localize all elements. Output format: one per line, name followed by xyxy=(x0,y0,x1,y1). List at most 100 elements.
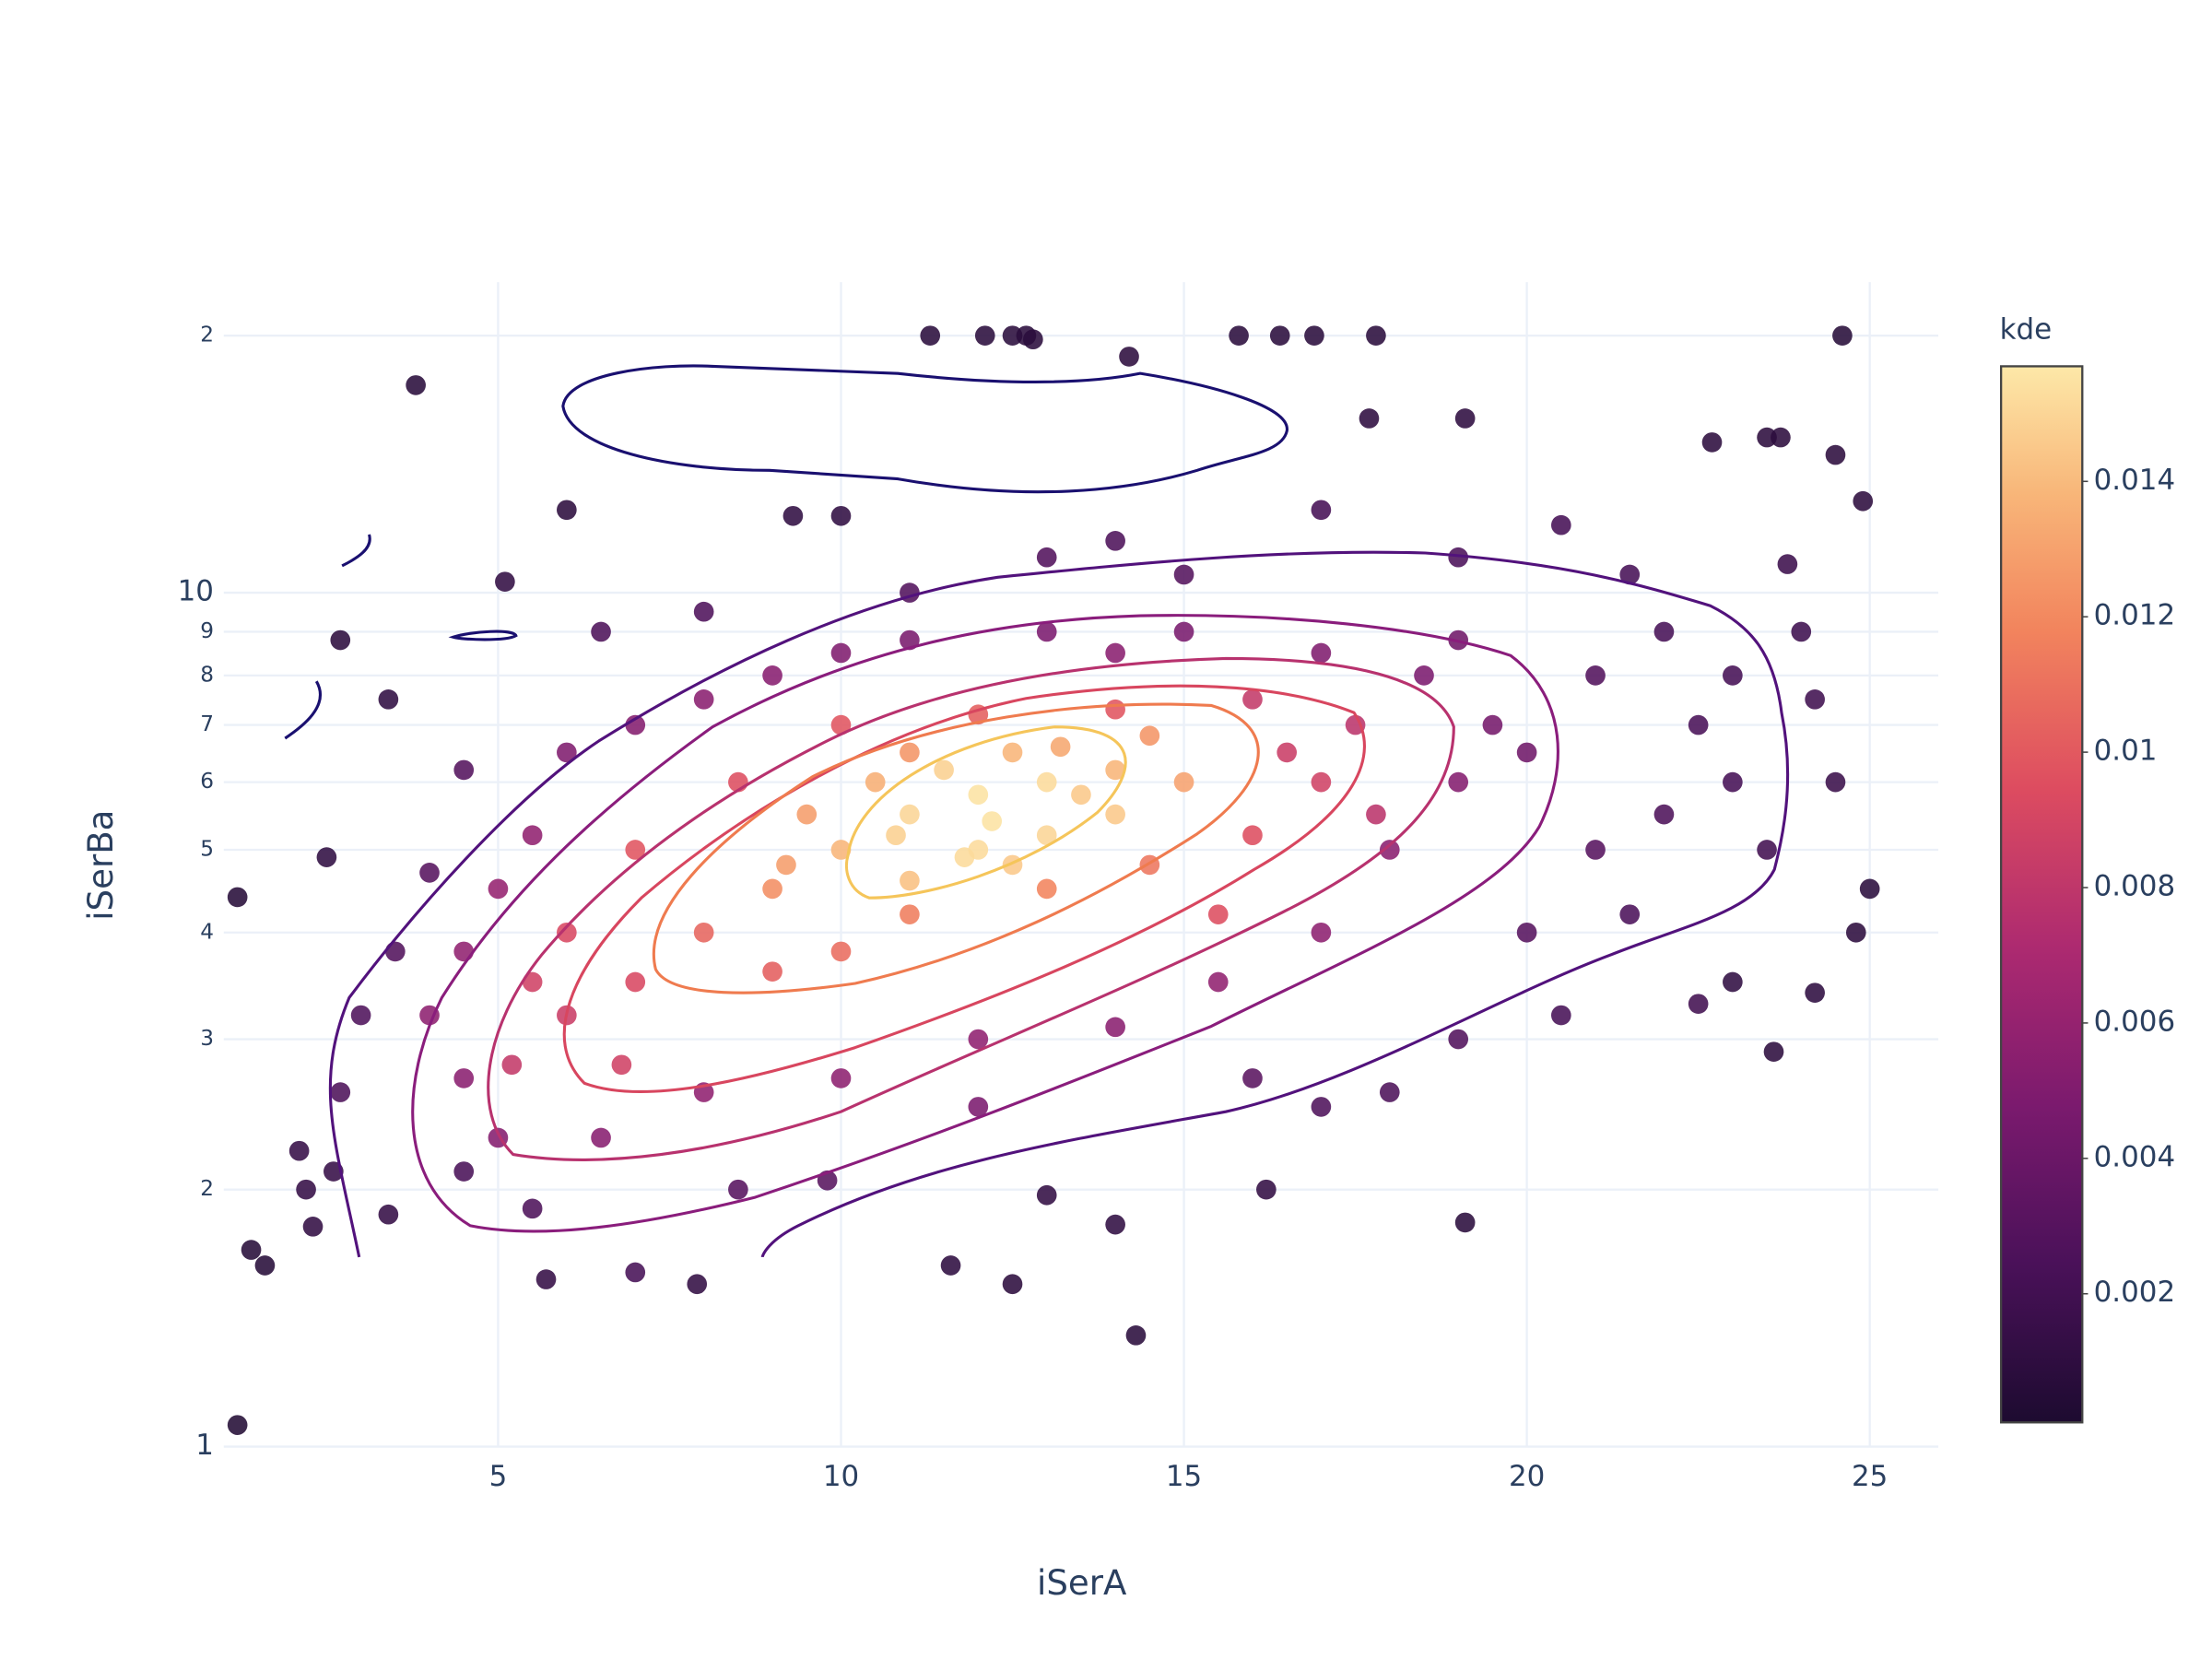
point xyxy=(1207,904,1229,924)
point xyxy=(830,1068,852,1088)
point xyxy=(1256,1179,1277,1200)
point xyxy=(1242,689,1263,710)
point xyxy=(453,1161,475,1182)
point xyxy=(1242,1068,1263,1088)
point xyxy=(762,961,782,982)
point xyxy=(728,1179,748,1200)
point xyxy=(625,1262,646,1283)
point xyxy=(1366,325,1386,346)
point xyxy=(1125,1325,1147,1346)
point xyxy=(1050,736,1071,758)
x-tick-label: 10 xyxy=(823,1460,859,1493)
contour xyxy=(652,702,1260,994)
point xyxy=(934,759,954,781)
point xyxy=(1585,665,1606,686)
point xyxy=(1777,554,1798,574)
point xyxy=(625,971,646,993)
y-tick-label: 7 xyxy=(200,712,214,736)
contour xyxy=(341,534,371,568)
point xyxy=(830,642,852,664)
point xyxy=(796,804,818,825)
colorbar-tick-label: 0.012 xyxy=(2094,599,2175,632)
point xyxy=(1304,325,1324,346)
point xyxy=(940,1255,961,1276)
colorbar-tick-label: 0.002 xyxy=(2094,1276,2175,1309)
point xyxy=(611,1054,632,1076)
contour xyxy=(448,629,518,641)
point xyxy=(1105,804,1125,825)
point xyxy=(1688,714,1709,735)
point xyxy=(776,854,796,876)
point xyxy=(1832,325,1853,346)
point xyxy=(1653,621,1675,642)
point xyxy=(1002,1274,1023,1295)
point xyxy=(1139,725,1160,747)
point xyxy=(1805,689,1825,710)
point xyxy=(488,878,509,900)
grid xyxy=(223,282,1939,1448)
point xyxy=(1105,642,1125,664)
point xyxy=(1859,878,1880,900)
colorbar-tick-label: 0.01 xyxy=(2094,735,2158,768)
point xyxy=(982,811,1003,831)
contour xyxy=(411,614,1559,1233)
point xyxy=(384,941,406,962)
point xyxy=(1105,759,1125,781)
point xyxy=(1311,1097,1332,1117)
y-tick-label: 1 xyxy=(195,1429,214,1462)
point xyxy=(1585,840,1606,860)
point xyxy=(1482,714,1503,735)
point xyxy=(1036,771,1057,793)
point xyxy=(1105,699,1125,720)
y-tick-label: 9 xyxy=(200,618,214,643)
point xyxy=(1036,825,1057,846)
point xyxy=(762,878,782,900)
point xyxy=(296,1179,316,1200)
point xyxy=(1516,742,1537,763)
point xyxy=(1242,825,1263,846)
contour xyxy=(284,680,323,740)
point xyxy=(1619,564,1641,585)
point xyxy=(974,325,995,346)
point xyxy=(1448,771,1469,793)
point xyxy=(1207,971,1229,993)
point xyxy=(557,742,577,763)
point xyxy=(591,621,611,642)
point xyxy=(1379,840,1400,860)
point xyxy=(1825,771,1846,793)
point xyxy=(1791,621,1812,642)
point xyxy=(495,571,515,593)
point xyxy=(1853,490,1874,512)
point xyxy=(1454,1212,1476,1233)
point xyxy=(350,1005,371,1026)
point xyxy=(1345,714,1366,735)
point xyxy=(1414,665,1434,686)
point xyxy=(693,922,714,943)
point xyxy=(227,1415,248,1435)
point xyxy=(1757,427,1777,448)
point xyxy=(241,1240,262,1260)
point xyxy=(1551,1005,1571,1026)
point xyxy=(1036,1184,1057,1206)
point xyxy=(1516,922,1537,943)
y-tick-label: 6 xyxy=(200,769,214,794)
point xyxy=(1311,771,1332,793)
point xyxy=(1653,804,1675,825)
contour xyxy=(562,684,1366,1094)
y-tick-label: 5 xyxy=(200,836,214,861)
point xyxy=(522,1198,543,1219)
contours xyxy=(284,364,1790,1258)
point xyxy=(830,505,852,526)
point xyxy=(316,847,337,867)
colorbar-tick-label: 0.008 xyxy=(2094,870,2175,903)
x-tick-label: 5 xyxy=(489,1460,508,1493)
point xyxy=(1845,922,1866,943)
point xyxy=(1723,771,1743,793)
colorbar-tick-label: 0.014 xyxy=(2094,464,2175,497)
point xyxy=(693,689,714,710)
point xyxy=(1551,514,1571,535)
point xyxy=(1311,642,1332,664)
point xyxy=(1311,500,1332,521)
x-tick-label: 25 xyxy=(1852,1460,1888,1493)
